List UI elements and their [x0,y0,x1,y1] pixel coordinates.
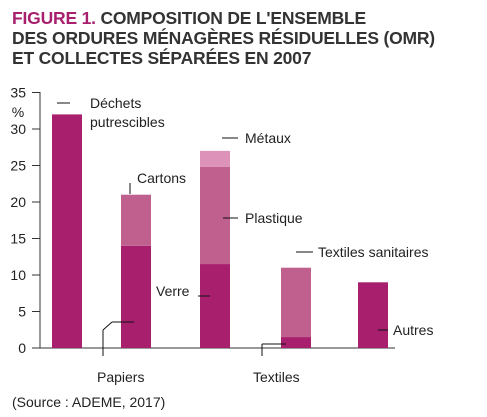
y-tick-label-25: 25 [10,158,26,174]
segment-label-line: Autres [393,322,433,338]
y-tick-label-15: 15 [10,231,26,247]
segment-label-line: Cartons [137,170,186,186]
segment-label-line: Textiles sanitaires [318,244,429,260]
segment-label-line: Métaux [245,130,291,146]
title-line-2: DES ORDURES MÉNAGÈRES RÉSIDUELLES (OMR) [12,28,435,48]
segment-label: Textiles sanitaires [318,244,429,260]
segment-label: Déchets putrescibles [90,95,165,130]
title-line-3: ET COLLECTES SÉPARÉES EN 2007 [12,48,312,68]
bar-3-segment-métaux [200,150,230,167]
y-tick-label-5: 5 [18,304,26,320]
y-tick-label-20: 20 [10,194,26,210]
y-tick-label-10: 10 [10,267,26,283]
source-note: (Source : ADEME, 2017) [12,394,166,410]
y-tick-label-0: 0 [18,340,26,356]
segment-label-line: Déchets [90,95,141,111]
y-unit-label: % [12,104,24,120]
y-tick-label-35: 35 [10,85,26,101]
figure-label: FIGURE 1. [12,8,96,28]
segment-label: Autres [393,322,433,338]
segment-label: Papiers [97,369,144,385]
bar-4-segment-textiles-sanitaires [281,267,311,338]
bar-2-segment-papiers [121,245,151,348]
segment-label-line: putrescibles [90,114,165,130]
bar-3-segment-verre [200,264,230,348]
segment-label: Métaux [245,130,291,146]
segment-label: Cartons [137,170,186,186]
leader-line [102,321,113,331]
bar-1-segment-déchets-putrescibles [52,114,82,349]
segment-label: Verre [156,283,190,299]
bar-3-segment-plastique [200,166,230,265]
bar-5-segment-autres [358,282,388,348]
segment-label: Textiles [253,369,300,385]
bar-4-segment-textiles [281,337,311,348]
chart-title: FIGURE 1. COMPOSITION DE L'ENSEMBLE DES … [12,8,482,68]
segment-label-line: Papiers [97,369,144,385]
segment-label-line: Verre [156,283,190,299]
segment-label: Plastique [245,210,303,226]
bar-2-segment-cartons [121,194,151,246]
y-tick-label-30: 30 [10,121,26,137]
segment-label-line: Textiles [253,369,300,385]
title-line-1: COMPOSITION DE L'ENSEMBLE [95,8,367,28]
segment-label-line: Plastique [245,210,303,226]
